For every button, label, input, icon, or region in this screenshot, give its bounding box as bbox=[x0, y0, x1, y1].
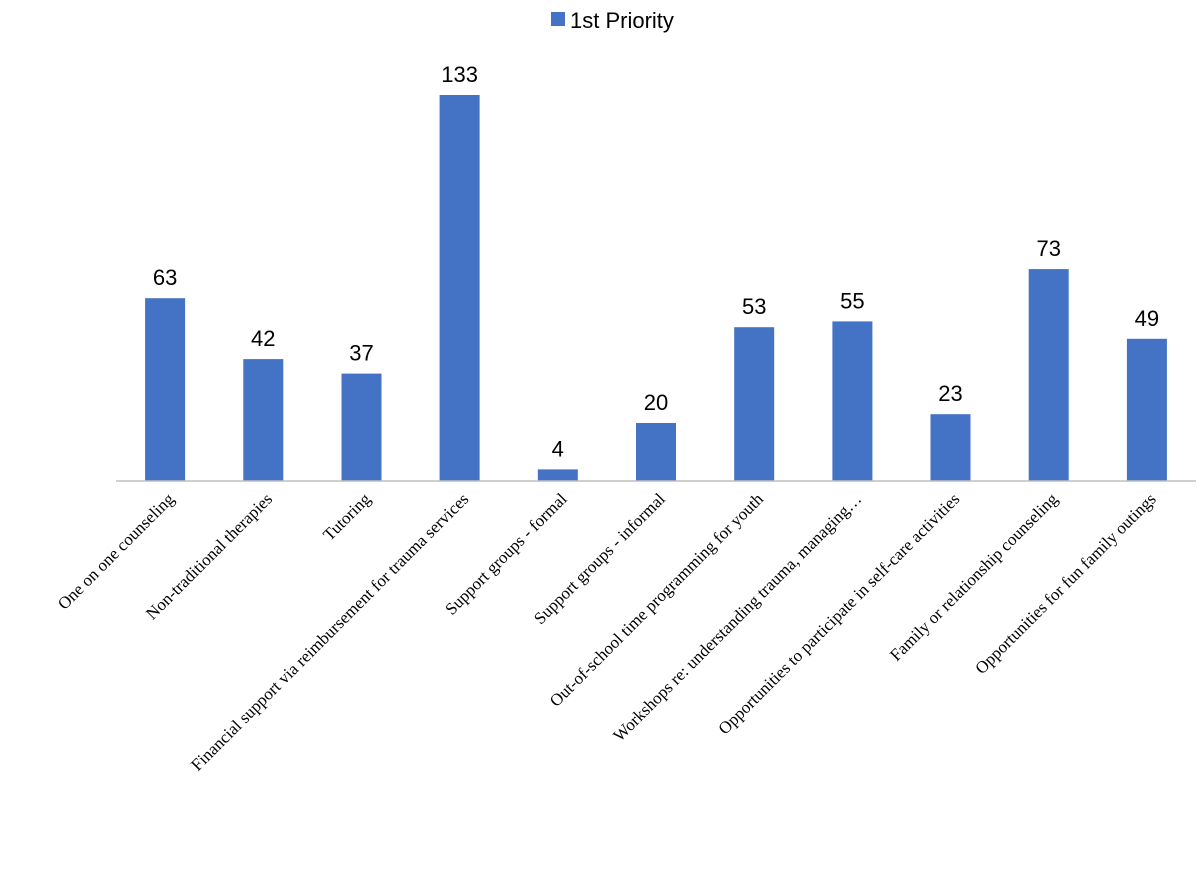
data-label: 37 bbox=[349, 341, 373, 366]
x-tick-label: Opportunities for fun family outings bbox=[971, 489, 1159, 677]
bar bbox=[832, 321, 873, 481]
bar bbox=[341, 373, 382, 481]
x-tick-label: Family or relationship counseling bbox=[886, 489, 1062, 665]
x-tick-label: Tutoring bbox=[319, 489, 374, 544]
bars bbox=[145, 95, 1167, 481]
bar bbox=[734, 327, 775, 481]
bar bbox=[1028, 269, 1069, 481]
legend-swatch bbox=[551, 12, 565, 26]
bar bbox=[537, 469, 578, 481]
data-label: 49 bbox=[1135, 306, 1159, 331]
legend: 1st Priority bbox=[551, 8, 674, 33]
legend-label: 1st Priority bbox=[570, 8, 674, 33]
data-label: 73 bbox=[1036, 236, 1060, 261]
data-labels: 63 42 37 133 4 20 53 55 23 73 49 bbox=[153, 62, 1159, 461]
data-label: 23 bbox=[938, 381, 962, 406]
data-label: 42 bbox=[251, 326, 275, 351]
x-tick-label: Out-of-school time programming for youth bbox=[546, 489, 767, 710]
data-label: 20 bbox=[644, 390, 668, 415]
bar bbox=[439, 95, 480, 481]
bar bbox=[1126, 338, 1167, 481]
data-label: 133 bbox=[441, 62, 478, 87]
bar bbox=[243, 359, 284, 481]
data-label: 53 bbox=[742, 294, 766, 319]
data-label: 55 bbox=[840, 288, 864, 313]
data-label: 63 bbox=[153, 265, 177, 290]
bar bbox=[636, 423, 676, 481]
data-label: 4 bbox=[552, 436, 564, 461]
bar bbox=[145, 298, 186, 481]
bar bbox=[930, 414, 971, 481]
